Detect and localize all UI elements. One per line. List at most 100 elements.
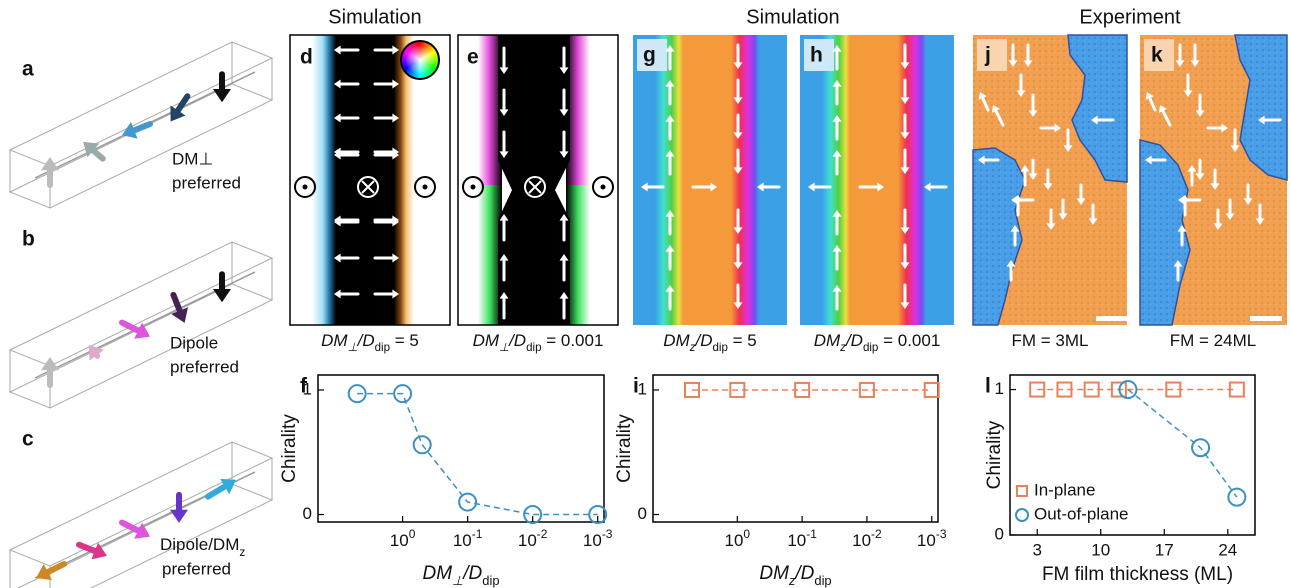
arrow-head — [134, 322, 150, 339]
arrow-head — [1173, 260, 1183, 267]
text-part: ⊥ — [499, 342, 509, 354]
x-axis-label: DMz/Ddip — [759, 563, 831, 588]
x-tick-label: 100 — [725, 527, 751, 550]
panel-letter: l — [985, 375, 991, 398]
arrow-head — [1008, 60, 1018, 67]
text-part: = 5 — [728, 331, 757, 350]
arrow-head — [832, 115, 842, 122]
schematic-label: Dipole — [170, 333, 218, 352]
arrow-shaft — [205, 483, 228, 500]
arrow-head — [499, 109, 509, 116]
arrow-head — [1010, 225, 1020, 232]
data-point — [729, 381, 746, 398]
text-part: /D — [508, 331, 526, 350]
arrow-head — [924, 182, 931, 192]
text-part: DM — [814, 331, 841, 350]
arrow-head — [665, 210, 675, 217]
x-tick-label: 10-2 — [518, 527, 548, 550]
arrow-head — [334, 253, 341, 263]
panel-caption: FM = 3ML — [1012, 331, 1089, 350]
data-point — [858, 381, 875, 398]
data-point — [1228, 381, 1245, 398]
arrow-head — [499, 292, 509, 299]
y-axis-label: Chirality — [984, 420, 1005, 489]
arrow-head — [334, 215, 341, 225]
arrow-head — [808, 182, 815, 192]
plot-frame — [652, 374, 939, 523]
x-axis-label: FM film thickness (ML) — [1042, 564, 1233, 585]
arrow-head — [665, 150, 675, 157]
arrow-head — [559, 214, 569, 221]
tick-exponent: -2 — [537, 527, 548, 541]
arrow-shaft — [170, 291, 183, 314]
arrow-head — [170, 509, 188, 523]
arrow-shaft — [90, 147, 106, 162]
text-part: /D — [694, 331, 712, 350]
arrow-head — [1028, 173, 1038, 180]
schematic-label: DM⊥ — [172, 149, 213, 168]
arrow-head — [900, 97, 910, 104]
x-tick-label: 100 — [390, 527, 416, 550]
schematics — [8, 41, 274, 588]
out-of-plane-dot — [302, 184, 308, 190]
panel-caption: DM⊥/Ddip = 5 — [321, 331, 419, 354]
x-tick-label: 10-2 — [852, 527, 882, 550]
y-tick-label: 0 — [638, 504, 647, 523]
tick-base: 10 — [852, 531, 871, 550]
panel-letter: e — [467, 46, 479, 69]
data-point — [1227, 487, 1247, 507]
arrow-head — [1225, 213, 1235, 220]
data-point — [1191, 438, 1211, 458]
panel-letter: h — [810, 44, 823, 67]
arrow-head — [665, 45, 675, 52]
arrow-head — [900, 132, 910, 139]
x-tick-label: 17 — [1155, 540, 1174, 559]
text-part: dip — [863, 342, 878, 354]
arrow-head — [1213, 223, 1223, 230]
arrow-head — [978, 155, 985, 165]
arrow-head — [88, 344, 104, 361]
arrow-head — [1177, 225, 1187, 232]
out-of-plane-symbol — [294, 176, 316, 198]
arrow-head — [1183, 90, 1193, 97]
arrow-head — [392, 45, 399, 55]
x-tick-label: 10 — [1091, 540, 1110, 559]
tick-exponent: -2 — [871, 527, 882, 541]
text-part: ⊥ — [348, 342, 358, 354]
text-part: dip — [375, 342, 390, 354]
arrow-head — [41, 357, 59, 371]
domain-wall — [731, 35, 759, 325]
data-point — [923, 381, 940, 398]
series-line — [1127, 388, 1238, 498]
arrow-head — [559, 109, 569, 116]
domain-wall — [655, 35, 683, 325]
arrow-head — [1016, 90, 1026, 97]
arrow-head — [170, 105, 186, 122]
text-part: ⊥ — [452, 573, 463, 588]
legend-marker — [1015, 508, 1029, 522]
arrow-head — [134, 522, 150, 539]
out-of-plane-symbol — [414, 176, 436, 198]
panel-letter: c — [22, 428, 34, 451]
arrow-head — [334, 113, 341, 123]
tick-exponent: 0 — [409, 527, 416, 541]
data-point — [1056, 381, 1073, 398]
arrow-shaft — [981, 96, 990, 112]
section-title: Simulation — [328, 6, 421, 28]
arrow-head — [733, 167, 743, 174]
arrow-head — [392, 150, 399, 160]
data-point — [523, 505, 543, 525]
arrow-head — [665, 285, 675, 292]
data-point — [1165, 381, 1182, 398]
tick-base: 10 — [453, 531, 472, 550]
tick-exponent: -1 — [472, 527, 483, 541]
arrow-shaft — [1148, 96, 1157, 112]
arrow-head — [733, 132, 743, 139]
color-wheel — [400, 40, 440, 80]
arrow-head — [1011, 195, 1018, 205]
arrow-head — [559, 292, 569, 299]
box-edge — [8, 283, 274, 409]
plot-frame — [317, 374, 605, 523]
domain-wall — [822, 35, 850, 325]
